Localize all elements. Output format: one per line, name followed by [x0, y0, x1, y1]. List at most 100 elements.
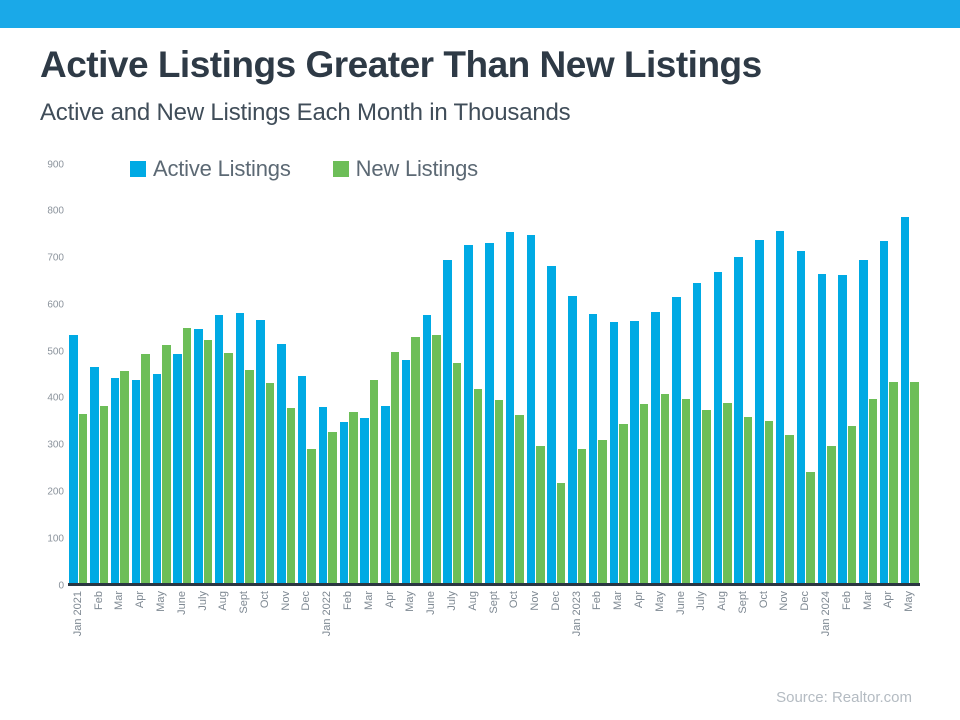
bar-active-listings	[838, 274, 847, 583]
bar-series-container	[68, 165, 920, 583]
legend-item-active-listings: Active Listings	[130, 156, 291, 182]
bar-new-listings	[910, 382, 919, 583]
y-tick-label: 500	[47, 346, 64, 358]
x-tick-label: May	[404, 590, 417, 612]
bar-group	[899, 165, 920, 583]
bar-new-listings	[120, 371, 129, 583]
x-axis: Jan 2021 Feb Mar Apr May June July Aug Sept Oct No…	[68, 586, 920, 664]
x-tick-label: Apr	[383, 590, 396, 608]
x-tick-label: Jan 2022	[321, 590, 334, 636]
bar-new-listings	[577, 449, 587, 583]
x-tick-label: Jan 2023	[570, 590, 583, 636]
bar-new-listings	[827, 445, 836, 583]
x-tick-label: May	[155, 590, 168, 612]
page-subtitle: Active and New Listings Each Month in Th…	[40, 98, 571, 126]
y-tick-label: 300	[47, 439, 64, 451]
bar-active-listings	[297, 376, 307, 583]
x-tick-label: June	[425, 590, 438, 615]
x-tick-label: June	[175, 590, 188, 615]
bar-new-listings	[411, 337, 420, 583]
bar-active-listings	[401, 359, 411, 583]
bar-active-listings	[568, 296, 577, 583]
bar-active-listings	[256, 319, 265, 583]
bar-new-listings	[681, 398, 691, 583]
x-tick-label: Dec	[799, 590, 812, 611]
x-tick-label: Feb	[342, 590, 355, 610]
bar-group	[338, 165, 359, 583]
bar-group	[546, 165, 567, 583]
bar-active-listings	[796, 251, 806, 583]
bar-new-listings	[99, 406, 109, 583]
bar-group	[671, 165, 692, 583]
bar-new-listings	[78, 414, 88, 583]
bar-new-listings	[349, 412, 358, 583]
bar-active-listings	[817, 274, 827, 583]
bar-new-listings	[286, 408, 296, 583]
bar-new-listings	[785, 435, 794, 583]
bar-group	[193, 165, 214, 583]
x-tick-label: Sept	[238, 590, 251, 614]
x-tick-label: May	[903, 590, 916, 612]
x-tick-label: Nov	[778, 590, 791, 611]
bar-group	[151, 165, 172, 583]
bar-group	[463, 165, 484, 583]
x-tick-label: July	[695, 590, 708, 611]
bar-group	[567, 165, 588, 583]
x-tick-label: Jan 2021	[71, 590, 84, 636]
bar-new-listings	[660, 393, 670, 583]
bar-new-listings	[432, 335, 441, 583]
x-tick-label: Jan 2024	[820, 590, 833, 636]
bar-group	[401, 165, 422, 583]
y-tick-label: 900	[47, 159, 64, 171]
x-tick-label: Oct	[508, 590, 521, 608]
x-tick-label: Oct	[757, 590, 770, 608]
x-tick-label: Mar	[861, 590, 874, 610]
bar-active-listings	[651, 312, 660, 583]
bar-new-listings	[619, 424, 628, 583]
bar-active-listings	[900, 216, 910, 583]
bar-new-listings	[162, 345, 171, 583]
bar-active-listings	[443, 260, 452, 583]
x-tick-label: May	[653, 590, 666, 612]
legend-item-new-listings: New Listings	[332, 155, 479, 182]
bar-group	[442, 165, 463, 583]
bar-active-listings	[277, 344, 286, 583]
bar-new-listings	[764, 420, 774, 583]
x-tick-label: Feb	[92, 590, 105, 610]
bar-active-listings	[152, 374, 162, 583]
y-tick-label: 0	[58, 580, 64, 592]
bar-group	[317, 165, 338, 583]
x-tick-label: July	[445, 590, 458, 611]
bar-active-listings	[339, 421, 349, 583]
bar-group	[775, 165, 796, 583]
x-tick-label: Dec	[549, 590, 562, 611]
bar-active-listings	[755, 240, 764, 583]
active-listings-swatch-icon	[130, 160, 146, 177]
bar-group	[733, 165, 754, 583]
x-tick-label: Aug	[466, 590, 479, 611]
bar-new-listings	[473, 388, 483, 583]
bar-active-listings	[485, 243, 494, 583]
bar-group	[629, 165, 650, 583]
x-tick-label: Aug	[716, 590, 729, 611]
bar-new-listings	[494, 399, 504, 583]
bar-group	[504, 165, 525, 583]
bar-group	[650, 165, 671, 583]
bar-active-listings	[131, 379, 141, 583]
bar-active-listings	[69, 335, 78, 583]
bar-new-listings	[889, 382, 898, 583]
bar-new-listings	[307, 449, 316, 583]
bar-new-listings	[182, 327, 192, 583]
legend-label-new-listings: New Listings	[355, 155, 479, 181]
bar-group	[297, 165, 318, 583]
bar-new-listings	[556, 483, 566, 583]
bar-group	[858, 165, 879, 583]
bar-active-listings	[775, 231, 785, 583]
y-axis: 0 100 200 300 400 500 600 700 800 900	[40, 159, 68, 591]
chart: 0 100 200 300 400 500 600 700 800 900 Active List…	[40, 156, 920, 664]
bar-active-listings	[110, 377, 120, 583]
bar-active-listings	[630, 321, 639, 583]
y-tick-label: 100	[47, 533, 64, 545]
x-tick-label: Aug	[217, 590, 230, 611]
bar-group	[172, 165, 193, 583]
